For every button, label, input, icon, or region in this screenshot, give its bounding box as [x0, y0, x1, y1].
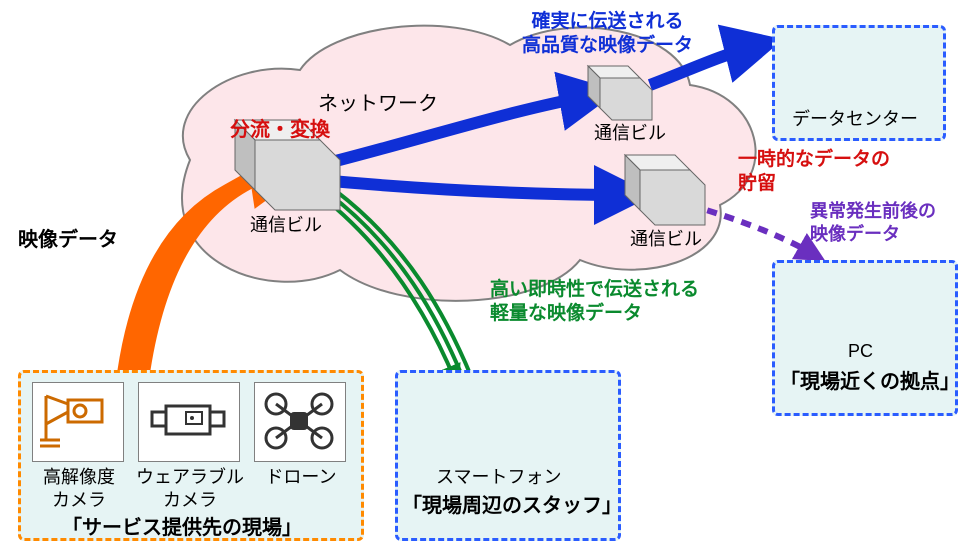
lbl-src-2: ドローン [256, 466, 346, 489]
lbl-pc-sub: 「現場近くの拠点」 [780, 370, 960, 395]
lbl-cube-right: 通信ビル [630, 228, 702, 251]
lbl-src-1: ウェアラブル カメラ [136, 466, 244, 511]
lbl-src-title: 「サービス提供先の現場」 [62, 516, 302, 541]
drone-icon [262, 390, 336, 450]
lbl-hq-data: 確実に伝送される 高品質な映像データ [522, 10, 693, 58]
lbl-storage: 一時的なデータの 貯留 [738, 148, 890, 196]
lbl-split: 分流・変換 [230, 118, 330, 143]
lbl-pc: PC [848, 340, 873, 363]
lbl-src-0: 高解像度 カメラ [32, 466, 126, 511]
lbl-cloud: ネットワーク [318, 92, 438, 117]
lbl-cube-left: 通信ビル [250, 214, 322, 237]
lbl-phone: スマートフォン [436, 466, 561, 489]
lbl-abnormal: 異常発生前後の 映像データ [810, 200, 936, 245]
lbl-phone-sub: 「現場周辺のスタッフ」 [402, 494, 622, 519]
lbl-light-data: 高い即時性で伝送される 軽量な映像データ [490, 278, 699, 326]
lbl-cube-top: 通信ビル [594, 122, 666, 145]
wearable-icon [150, 398, 230, 446]
lbl-video-data: 映像データ [18, 228, 118, 253]
lbl-dc: データセンター [792, 108, 918, 131]
camera-icon [40, 392, 114, 450]
